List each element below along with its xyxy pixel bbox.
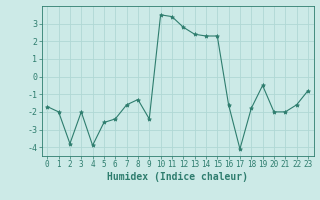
X-axis label: Humidex (Indice chaleur): Humidex (Indice chaleur)	[107, 172, 248, 182]
